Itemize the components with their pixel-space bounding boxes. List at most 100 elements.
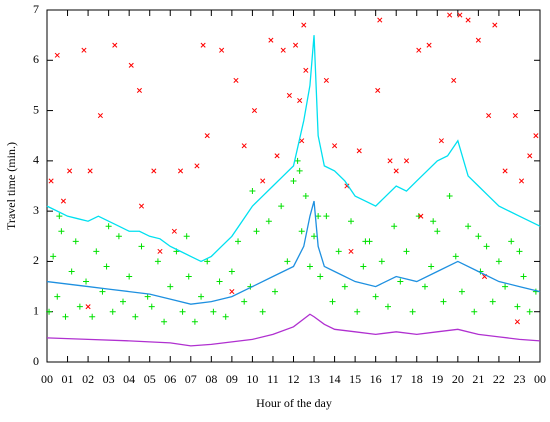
- point: [235, 238, 242, 245]
- point: [249, 188, 256, 195]
- x-tick-label: 03: [103, 372, 115, 386]
- plot-frame: [46, 9, 541, 363]
- point: [167, 283, 174, 290]
- point: [228, 268, 235, 275]
- point: [465, 223, 472, 230]
- point: [451, 77, 457, 83]
- point: [397, 278, 404, 285]
- point: [299, 138, 305, 144]
- x-tick-label: 12: [288, 372, 300, 386]
- point: [508, 238, 515, 245]
- point: [126, 273, 133, 280]
- point: [483, 243, 490, 250]
- x-tick-label: 19: [431, 372, 443, 386]
- x-tick-label: 22: [493, 372, 505, 386]
- y-tick-label: 5: [33, 102, 39, 116]
- point: [391, 223, 398, 230]
- point: [387, 158, 393, 164]
- point: [489, 298, 496, 305]
- line: [46, 200, 541, 305]
- point: [426, 42, 432, 48]
- point: [280, 47, 286, 53]
- point: [438, 138, 444, 144]
- point: [259, 308, 266, 315]
- point: [241, 143, 247, 149]
- point: [222, 313, 229, 320]
- point: [430, 218, 437, 225]
- point: [526, 308, 533, 315]
- point: [303, 67, 309, 73]
- point: [58, 228, 65, 235]
- point: [301, 22, 307, 28]
- point: [48, 178, 54, 184]
- point: [354, 308, 361, 315]
- point: [229, 289, 235, 295]
- point: [471, 308, 478, 315]
- point: [418, 213, 424, 219]
- point: [284, 258, 291, 265]
- line: [46, 35, 541, 263]
- point: [527, 153, 533, 159]
- point: [120, 298, 127, 305]
- point: [311, 233, 318, 240]
- point: [306, 263, 313, 270]
- point: [302, 193, 309, 200]
- point: [151, 168, 157, 174]
- point: [260, 178, 266, 184]
- y-axis-label: Travel time (min.): [4, 142, 18, 230]
- point: [72, 238, 79, 245]
- point: [138, 243, 145, 250]
- point: [375, 87, 381, 94]
- point: [93, 248, 100, 255]
- point: [50, 253, 57, 260]
- point: [115, 233, 122, 240]
- point: [56, 213, 63, 220]
- point: [105, 223, 112, 230]
- point: [144, 293, 151, 300]
- point: [362, 238, 369, 245]
- point: [512, 113, 518, 119]
- point: [495, 258, 502, 265]
- x-tick-label: 23: [513, 372, 525, 386]
- point: [446, 193, 453, 200]
- point: [486, 113, 492, 119]
- point: [458, 288, 465, 295]
- point: [204, 258, 211, 265]
- point: [179, 308, 186, 315]
- point: [440, 298, 447, 305]
- x-tick-label: 17: [390, 372, 402, 386]
- point: [268, 37, 274, 43]
- point: [465, 17, 471, 23]
- x-tick-label: 15: [349, 372, 361, 386]
- point: [533, 133, 539, 139]
- point: [265, 218, 272, 225]
- point: [335, 248, 342, 255]
- point: [452, 253, 459, 260]
- point: [210, 308, 217, 315]
- x-tick-label: 14: [329, 372, 341, 386]
- point: [384, 303, 391, 310]
- point: [348, 218, 355, 225]
- point: [428, 263, 435, 270]
- point: [332, 143, 338, 149]
- point: [274, 153, 280, 159]
- point: [272, 288, 279, 295]
- point: [520, 273, 527, 280]
- point: [112, 42, 118, 48]
- point: [341, 283, 348, 290]
- point: [191, 318, 198, 325]
- point: [278, 203, 285, 210]
- point: [421, 283, 428, 290]
- point: [200, 42, 206, 48]
- y-tick-label: 7: [33, 2, 39, 16]
- point: [393, 168, 399, 174]
- point: [185, 273, 192, 280]
- x-tick-label: 00: [41, 372, 53, 386]
- point: [171, 228, 177, 234]
- point: [87, 168, 93, 174]
- point: [83, 278, 90, 285]
- point: [54, 293, 61, 300]
- x-tick-label: 09: [226, 372, 238, 386]
- x-tick-label: 11: [267, 372, 279, 386]
